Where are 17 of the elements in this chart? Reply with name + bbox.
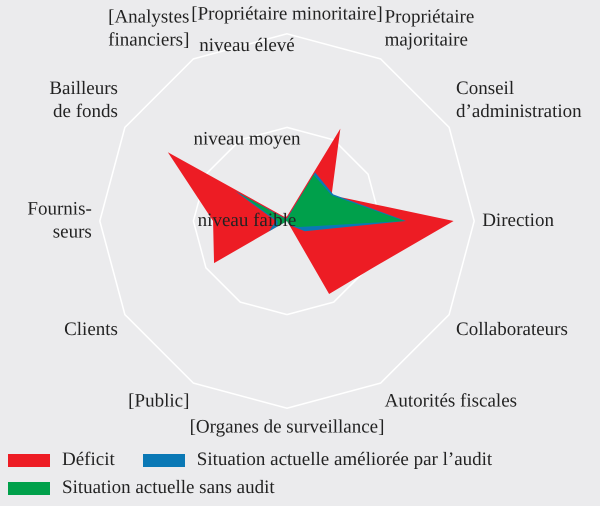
legend-label: Déficit xyxy=(62,449,115,471)
y-tick-label: niveau élevé xyxy=(199,34,295,56)
legend-label: Situation actuelle sans audit xyxy=(62,477,275,499)
y-tick-label: niveau moyen xyxy=(193,128,302,150)
spoke-label: Autorités fiscales xyxy=(384,390,518,412)
spoke-label: [Organes de surveillance] xyxy=(190,416,384,438)
spoke-label: [Propriétaire minoritaire] xyxy=(191,3,383,24)
spoke-label: Collaborateurs xyxy=(456,318,568,340)
spoke-label: [Public] xyxy=(128,390,190,412)
spoke-label: Bailleurs de fonds xyxy=(49,78,118,122)
legend-label: Situation actuelle améliorée par l’audit xyxy=(196,449,492,471)
spoke-label: Direction xyxy=(482,210,554,231)
spoke-label: Fournis- seurs xyxy=(27,198,92,242)
spoke-label: [Analystes financiers] xyxy=(108,6,190,51)
spoke-label: Propriétaire majoritaire xyxy=(384,6,474,51)
spoke-label: Conseil d’administration xyxy=(456,78,582,122)
spoke-label: Clients xyxy=(64,318,118,340)
